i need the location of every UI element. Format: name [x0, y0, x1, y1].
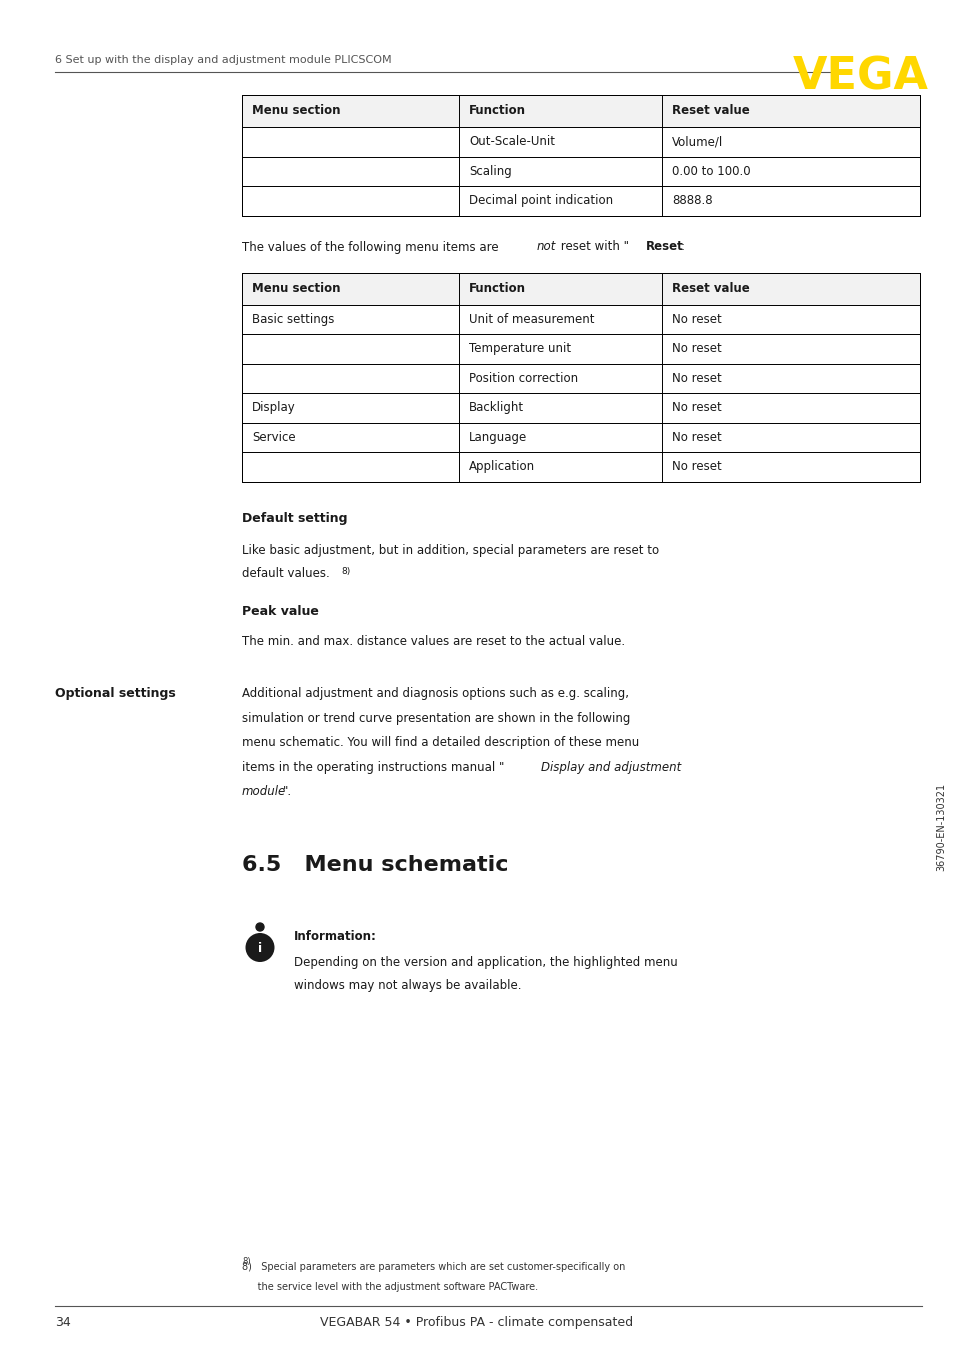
- Text: Basic settings: Basic settings: [252, 313, 334, 326]
- Text: VEGA: VEGA: [792, 56, 928, 97]
- Bar: [242, 363, 919, 393]
- Text: 8): 8): [242, 1257, 251, 1266]
- Bar: [242, 157, 919, 185]
- Bar: [242, 422, 919, 452]
- Text: Peak value: Peak value: [242, 605, 318, 617]
- Text: Menu section: Menu section: [252, 104, 340, 118]
- Text: Information:: Information:: [294, 929, 376, 942]
- Text: Application: Application: [469, 460, 535, 474]
- Text: 36790-EN-130321: 36790-EN-130321: [935, 783, 945, 871]
- Text: reset with ": reset with ": [557, 241, 628, 253]
- Text: The values of the following menu items are: The values of the following menu items a…: [242, 241, 502, 253]
- Text: No reset: No reset: [672, 372, 721, 385]
- Text: Scaling: Scaling: [469, 165, 511, 177]
- Text: Function: Function: [469, 104, 525, 118]
- Text: The min. and max. distance values are reset to the actual value.: The min. and max. distance values are re…: [242, 635, 624, 649]
- Text: Temperature unit: Temperature unit: [469, 343, 571, 355]
- Text: VEGABAR 54 • Profibus PA - climate compensated: VEGABAR 54 • Profibus PA - climate compe…: [320, 1316, 633, 1330]
- Bar: [242, 95, 919, 127]
- Text: simulation or trend curve presentation are shown in the following: simulation or trend curve presentation a…: [242, 711, 630, 724]
- Text: Language: Language: [469, 431, 527, 444]
- Text: 6.5   Menu schematic: 6.5 Menu schematic: [242, 854, 508, 875]
- Text: Volume/l: Volume/l: [672, 135, 723, 148]
- Text: default values.: default values.: [242, 567, 330, 580]
- Text: the service level with the adjustment software PACTware.: the service level with the adjustment so…: [242, 1282, 537, 1292]
- Circle shape: [245, 933, 274, 961]
- Text: Reset: Reset: [645, 241, 683, 253]
- Text: Out-Scale-Unit: Out-Scale-Unit: [469, 135, 555, 148]
- Text: 0.00 to 100.0: 0.00 to 100.0: [672, 165, 750, 177]
- Text: Depending on the version and application, the highlighted menu: Depending on the version and application…: [294, 956, 677, 968]
- Text: Menu section: Menu section: [252, 282, 340, 295]
- Text: Display: Display: [252, 401, 295, 414]
- Bar: [242, 95, 919, 215]
- Text: Reset value: Reset value: [672, 104, 749, 118]
- Text: ".: ".: [282, 785, 292, 798]
- Text: 8): 8): [340, 567, 350, 575]
- Text: windows may not always be available.: windows may not always be available.: [294, 979, 521, 992]
- Text: 6 Set up with the display and adjustment module PLICSCOM: 6 Set up with the display and adjustment…: [55, 56, 392, 65]
- Text: Default setting: Default setting: [242, 512, 347, 524]
- Text: No reset: No reset: [672, 401, 721, 414]
- Text: Like basic adjustment, but in addition, special parameters are reset to: Like basic adjustment, but in addition, …: [242, 543, 659, 556]
- Text: Function: Function: [469, 282, 525, 295]
- Bar: [242, 185, 919, 215]
- Text: i: i: [257, 942, 262, 955]
- Text: :: :: [679, 241, 683, 253]
- Bar: [242, 452, 919, 482]
- Bar: [242, 334, 919, 363]
- Bar: [242, 127, 919, 157]
- Bar: [242, 272, 919, 482]
- Text: No reset: No reset: [672, 431, 721, 444]
- Text: not: not: [536, 241, 556, 253]
- Text: Display and adjustment: Display and adjustment: [540, 761, 680, 773]
- Text: Service: Service: [252, 431, 295, 444]
- Text: No reset: No reset: [672, 460, 721, 474]
- Text: items in the operating instructions manual ": items in the operating instructions manu…: [242, 761, 504, 773]
- Text: 34: 34: [55, 1316, 71, 1330]
- Text: 8)   Special parameters are parameters which are set customer-specifically on: 8) Special parameters are parameters whi…: [242, 1262, 625, 1271]
- Text: module: module: [242, 785, 286, 798]
- Text: Optional settings: Optional settings: [55, 686, 175, 700]
- Bar: [242, 305, 919, 334]
- Text: No reset: No reset: [672, 343, 721, 355]
- Bar: [242, 272, 919, 305]
- Text: menu schematic. You will find a detailed description of these menu: menu schematic. You will find a detailed…: [242, 737, 639, 749]
- Text: Position correction: Position correction: [469, 372, 578, 385]
- Text: 8888.8: 8888.8: [672, 194, 712, 207]
- Text: Additional adjustment and diagnosis options such as e.g. scaling,: Additional adjustment and diagnosis opti…: [242, 686, 628, 700]
- Bar: [242, 393, 919, 422]
- Text: No reset: No reset: [672, 313, 721, 326]
- Circle shape: [255, 923, 264, 932]
- Text: Unit of measurement: Unit of measurement: [469, 313, 594, 326]
- Text: Decimal point indication: Decimal point indication: [469, 194, 613, 207]
- Text: Reset value: Reset value: [672, 282, 749, 295]
- Text: Backlight: Backlight: [469, 401, 523, 414]
